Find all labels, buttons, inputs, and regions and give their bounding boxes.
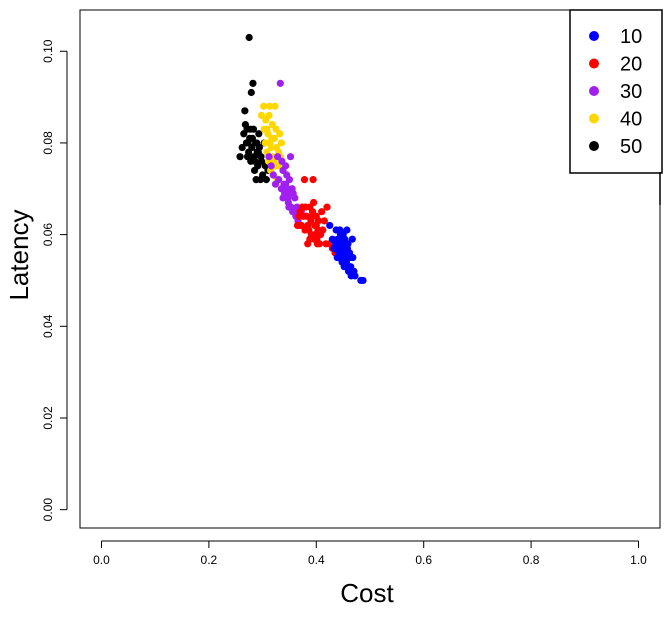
data-point-series-50	[236, 153, 244, 161]
y-tick-label: 0.10	[41, 39, 55, 63]
data-point-series-30	[275, 176, 283, 184]
legend-label-30: 30	[620, 81, 642, 103]
data-point-series-20	[320, 217, 328, 225]
data-point-series-10	[332, 240, 340, 248]
data-point-series-10	[333, 253, 341, 262]
x-tick-label: 0.4	[308, 553, 325, 567]
legend-swatch-40	[589, 113, 599, 124]
data-point-series-50	[245, 33, 253, 42]
data-point-series-20	[303, 212, 311, 220]
data-point-series-20	[308, 212, 316, 220]
data-point-series-20	[319, 226, 327, 234]
x-axis: 0.0 0.2 0.4 0.6 0.8 1.0	[93, 540, 647, 567]
legend-label-40: 40	[620, 109, 642, 131]
x-tick-label: 0.6	[415, 553, 432, 567]
data-point-series-40	[267, 143, 275, 152]
plot-frame	[79, 9, 661, 529]
data-point-series-50	[243, 125, 251, 133]
data-point-series-40	[268, 134, 276, 142]
data-point-series-20	[313, 240, 321, 248]
data-point-series-20	[309, 176, 317, 184]
data-point-series-20	[323, 203, 331, 211]
data-point-series-30	[286, 153, 295, 161]
data-point-series-20	[300, 176, 309, 184]
x-tick-label: 0.8	[523, 553, 540, 567]
data-point-series-20	[312, 221, 320, 230]
data-point-series-20	[301, 226, 309, 234]
data-point-series-10	[351, 272, 359, 280]
data-point-series-50	[262, 176, 270, 184]
data-point-series-50	[255, 130, 263, 138]
data-point-series-10	[346, 253, 354, 262]
data-point-series-50	[257, 153, 265, 161]
data-point-series-30	[265, 153, 273, 161]
data-point-series-50	[241, 107, 249, 115]
data-point-series-10	[348, 235, 356, 243]
data-point-series-30	[269, 171, 277, 179]
data-point-series-40	[277, 139, 285, 147]
data-point-series-30	[279, 194, 287, 202]
data-point-series-50	[248, 134, 256, 142]
data-point-series-20	[318, 208, 326, 216]
data-points	[236, 33, 367, 285]
y-tick-label: 0.08	[41, 131, 55, 155]
legend-swatch-20	[589, 58, 599, 69]
y-axis-title: Latency	[4, 209, 34, 300]
y-axis: 0.00 0.02 0.04 0.06 0.08 0.10	[41, 39, 68, 522]
legend-label-20: 20	[620, 54, 642, 76]
legend-swatch-50	[589, 141, 599, 151]
data-point-series-30	[282, 180, 290, 188]
y-tick-label: 0.06	[41, 223, 55, 247]
data-point-series-10	[359, 276, 367, 285]
x-tick-label: 1.0	[630, 553, 647, 567]
legend-swatch-10	[589, 31, 599, 41]
data-point-series-10	[343, 226, 351, 234]
data-point-series-30	[277, 185, 285, 193]
y-tick-label: 0.00	[41, 498, 55, 522]
data-point-series-30	[286, 189, 294, 197]
x-tick-label: 0.0	[93, 553, 110, 567]
x-tick-label: 0.2	[201, 553, 218, 567]
data-point-series-10	[343, 263, 352, 271]
data-point-series-30	[276, 79, 284, 87]
legend-box	[569, 9, 663, 174]
data-point-series-40	[265, 111, 273, 120]
data-point-series-10	[326, 221, 334, 230]
data-point-series-30	[291, 194, 299, 202]
data-point-series-30	[289, 208, 297, 216]
data-point-series-10	[341, 235, 349, 243]
legend-label-50: 50	[620, 136, 642, 158]
data-point-series-50	[251, 157, 259, 165]
data-point-series-30	[274, 153, 282, 161]
legend: 10 20 30 40 50	[569, 9, 663, 205]
y-tick-label: 0.04	[41, 314, 55, 338]
data-point-series-50	[253, 139, 261, 147]
legend-label-10: 10	[620, 26, 642, 48]
data-point-series-50	[238, 143, 246, 152]
data-point-series-40	[265, 102, 274, 110]
data-point-series-50	[249, 79, 257, 87]
x-axis-title: Cost	[340, 578, 394, 608]
data-point-series-20	[310, 198, 318, 207]
data-point-series-40	[263, 125, 271, 133]
y-tick-label: 0.02	[41, 406, 55, 430]
legend-swatch-30	[589, 86, 599, 96]
data-point-series-40	[260, 102, 268, 110]
data-point-series-40	[257, 111, 266, 120]
data-point-series-40	[272, 125, 280, 133]
data-point-series-30	[282, 162, 290, 170]
data-point-series-50	[244, 139, 252, 147]
data-point-series-50	[247, 88, 255, 97]
data-point-series-30	[267, 162, 275, 170]
data-point-series-40	[271, 102, 279, 110]
